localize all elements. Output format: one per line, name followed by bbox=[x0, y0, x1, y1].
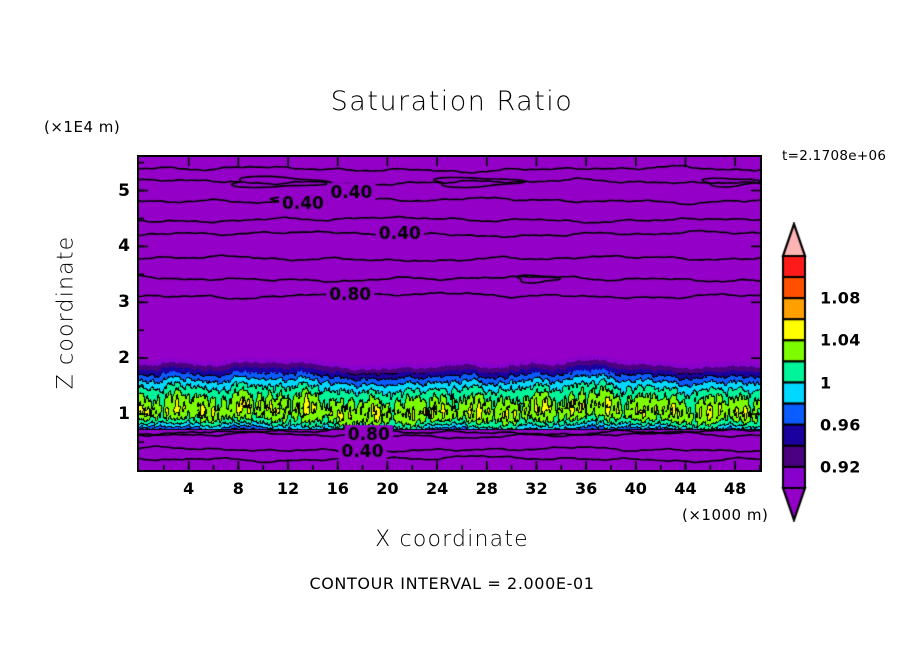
x-axis-unit-label: (×1000 m) bbox=[682, 506, 769, 524]
x-tick-label: 28 bbox=[475, 479, 498, 498]
contour-interval-caption: CONTOUR INTERVAL = 2.000E-01 bbox=[309, 574, 595, 593]
x-tick-label: 20 bbox=[376, 479, 399, 498]
colorbar-tick-label: 0.96 bbox=[820, 415, 861, 435]
contour-plot-area[interactable] bbox=[137, 155, 762, 472]
colorbar-tick-label: 1.08 bbox=[820, 288, 861, 308]
contour-field-canvas bbox=[139, 157, 760, 470]
x-tick-label: 8 bbox=[232, 479, 244, 498]
y-tick-label: 5 bbox=[118, 180, 130, 201]
x-tick-label: 12 bbox=[276, 479, 300, 498]
x-tick-label: 4 bbox=[183, 479, 195, 498]
y-tick-label: 1 bbox=[118, 404, 130, 425]
colorbar-tick-label: 0.92 bbox=[820, 457, 861, 477]
x-tick-label: 44 bbox=[674, 479, 697, 498]
x-tick-label: 32 bbox=[525, 479, 548, 498]
x-axis-title: X coordinate bbox=[375, 527, 529, 552]
y-axis-title: Z coordinate bbox=[53, 235, 79, 390]
y-tick-label: 4 bbox=[118, 236, 130, 257]
colorbar-canvas bbox=[775, 222, 815, 522]
y-axis-unit-label: (×1E4 m) bbox=[44, 118, 121, 136]
x-tick-label: 36 bbox=[574, 479, 598, 498]
x-tick-label: 48 bbox=[724, 479, 747, 498]
colorbar-tick-label: 1.04 bbox=[820, 330, 861, 350]
colorbar[interactable] bbox=[775, 222, 815, 522]
x-tick-label: 24 bbox=[425, 479, 449, 498]
page-title: Saturation Ratio bbox=[330, 86, 574, 117]
x-tick-label: 40 bbox=[624, 479, 647, 498]
y-tick-label: 3 bbox=[118, 292, 130, 313]
x-tick-label: 16 bbox=[326, 479, 349, 498]
colorbar-tick-label: 1 bbox=[820, 373, 832, 393]
y-tick-label: 2 bbox=[118, 348, 130, 369]
time-annotation: t=2.1708e+06 bbox=[782, 148, 887, 164]
